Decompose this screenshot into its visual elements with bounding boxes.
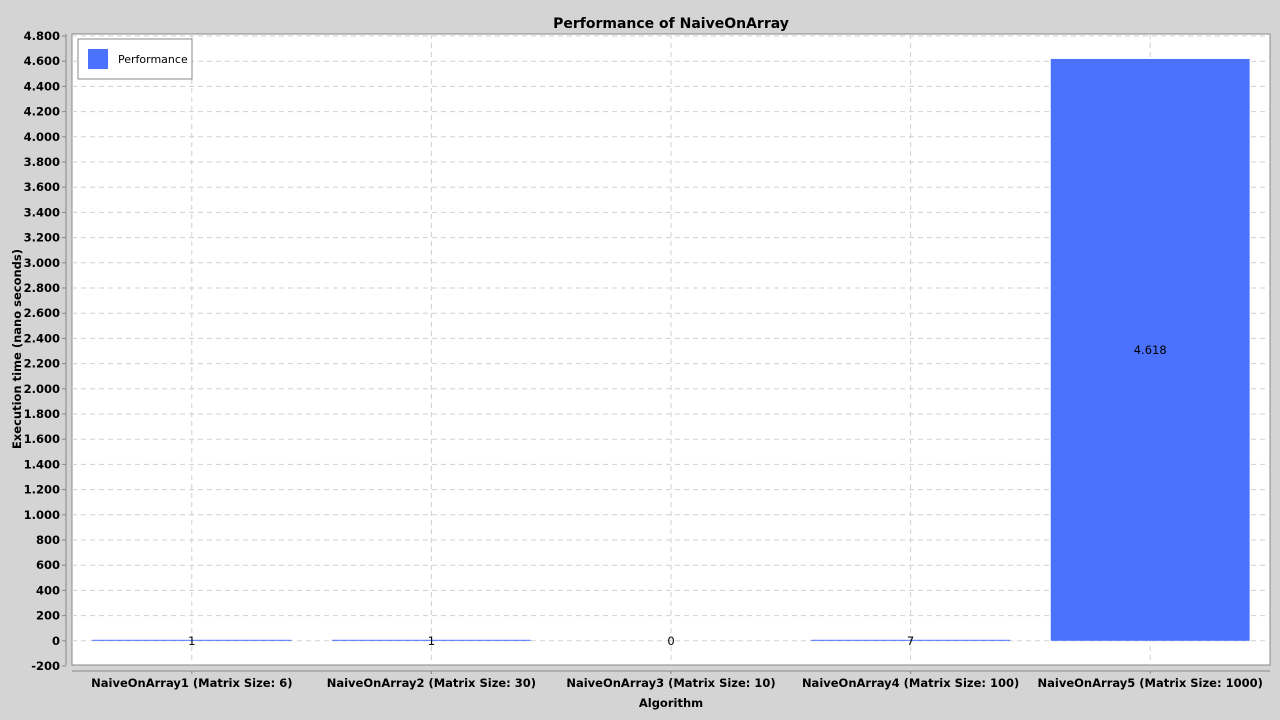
y-tick-label: 1.200: [24, 483, 60, 497]
y-tick-label: 4.200: [24, 105, 60, 119]
legend-label: Performance: [118, 53, 188, 66]
y-tick-label: 4.000: [24, 130, 60, 144]
legend-swatch: [88, 49, 108, 69]
x-tick-label: NaiveOnArray4 (Matrix Size: 100): [802, 676, 1019, 690]
y-tick-label: 1.000: [24, 508, 60, 522]
y-tick-label: 1.400: [24, 457, 60, 471]
y-tick-label: 200: [36, 609, 60, 623]
bar-value-label: 4.618: [1134, 343, 1167, 357]
chart-title: Performance of NaiveOnArray: [553, 16, 789, 32]
bar-value-label: 1: [188, 634, 195, 648]
bars: [92, 58, 1250, 641]
y-tick-label: 1.600: [24, 432, 60, 446]
y-axis: -200 0 200 400 600 800 1.000 1.200 1.400 1.600 1.8…: [24, 29, 67, 673]
y-tick-label: 4.600: [24, 54, 60, 68]
bar: [331, 639, 531, 641]
y-tick-label: 3.400: [24, 205, 60, 219]
x-axis: NaiveOnArray1 (Matrix Size: 6) NaiveOnArr…: [72, 670, 1270, 690]
y-tick-label: 3.600: [24, 180, 60, 194]
bar-value-label: 7: [907, 634, 914, 648]
y-tick-label: 3.800: [24, 155, 60, 169]
y-tick-label: 2.200: [24, 357, 60, 371]
y-tick-label: 0: [52, 634, 60, 648]
y-tick-label: 4.800: [24, 29, 60, 43]
bar: [1050, 58, 1250, 641]
x-tick-label: NaiveOnArray5 (Matrix Size: 1000): [1038, 676, 1263, 690]
x-tick-label: NaiveOnArray1 (Matrix Size: 6): [91, 676, 292, 690]
bar-value-label: 0: [667, 634, 674, 648]
y-tick-label: 1.800: [24, 407, 60, 421]
y-tick-label: 800: [36, 533, 60, 547]
y-tick-label: 2.400: [24, 331, 60, 345]
bar: [92, 639, 292, 641]
y-tick-label: 2.800: [24, 281, 60, 295]
data-labels: 1 1 0 7 4.618: [188, 343, 1167, 648]
bar: [811, 639, 1011, 641]
x-tick-label: NaiveOnArray2 (Matrix Size: 30): [327, 676, 536, 690]
y-tick-label: 600: [36, 558, 60, 572]
y-axis-title: Execution time (nano seconds): [10, 249, 24, 449]
y-tick-label: 2.000: [24, 382, 60, 396]
y-tick-label: 4.400: [24, 79, 60, 93]
y-tick-label: -200: [31, 659, 60, 673]
bar-value-label: 1: [428, 634, 435, 648]
legend: Performance: [77, 38, 193, 80]
y-tick-label: 3.000: [24, 256, 60, 270]
x-tick-label: NaiveOnArray3 (Matrix Size: 10): [566, 676, 775, 690]
y-tick-label: 3.200: [24, 231, 60, 245]
grid-lines: [72, 34, 1270, 665]
y-tick-label: 400: [36, 583, 60, 597]
y-tick-label: 2.600: [24, 306, 60, 320]
x-axis-title: Algorithm: [639, 696, 703, 710]
